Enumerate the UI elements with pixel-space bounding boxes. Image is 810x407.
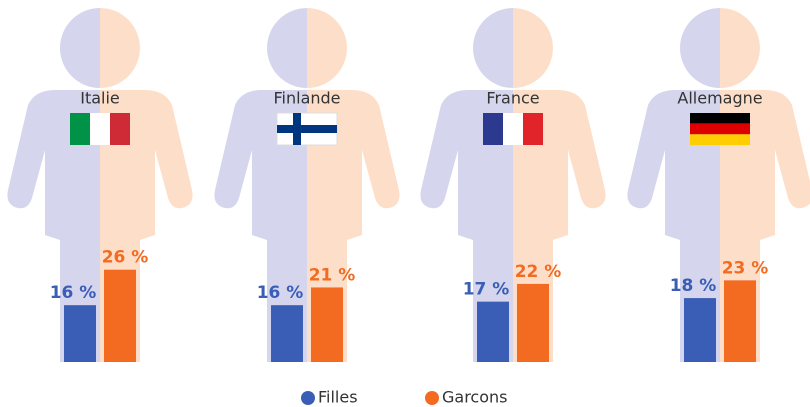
- bar: [64, 305, 96, 362]
- bar: [724, 280, 756, 362]
- flag-stripe: [690, 134, 750, 146]
- head: [60, 8, 100, 88]
- value-label: 16 %: [257, 283, 304, 303]
- figure-half: [214, 8, 307, 362]
- figure: France 17 %22 %: [420, 8, 606, 362]
- category-label: France: [486, 89, 539, 108]
- body: [627, 90, 720, 362]
- bar: [271, 305, 303, 362]
- flag-stripe: [503, 113, 523, 145]
- head: [680, 8, 720, 88]
- figure-half: [7, 8, 100, 362]
- head: [513, 8, 553, 88]
- value-label: 16 %: [50, 283, 97, 303]
- figure-half: [627, 8, 720, 362]
- bar: [684, 298, 716, 362]
- legend-swatch: [301, 391, 315, 405]
- head: [307, 8, 347, 88]
- head: [100, 8, 140, 88]
- category-label: Allemagne: [677, 89, 762, 108]
- head: [720, 8, 760, 88]
- legend-label: Garcons: [442, 388, 508, 407]
- body: [7, 90, 100, 362]
- body: [420, 90, 513, 362]
- bar: [517, 283, 549, 362]
- category-label: Finlande: [273, 89, 340, 108]
- bar: [311, 287, 343, 362]
- flag-stripe: [523, 113, 543, 145]
- bar: [477, 301, 509, 362]
- flag-stripe: [690, 123, 750, 135]
- head: [267, 8, 307, 88]
- flag-stripe: [690, 113, 750, 124]
- value-label: 18 %: [670, 276, 717, 296]
- value-label: 26 %: [102, 248, 149, 268]
- flag-stripe: [90, 113, 110, 145]
- flag-cross: [293, 113, 301, 145]
- head: [473, 8, 513, 88]
- value-label: 23 %: [722, 258, 769, 278]
- legend-label: Filles: [318, 388, 358, 407]
- figure: Allemagne 18 %23 %: [627, 8, 810, 362]
- legend-swatch: [425, 391, 439, 405]
- bar: [104, 269, 136, 362]
- value-label: 17 %: [463, 280, 510, 300]
- flag-stripe: [110, 113, 130, 145]
- body: [214, 90, 307, 362]
- figure: Finlande 16 %21 %: [214, 8, 400, 362]
- figure-half: [420, 8, 513, 362]
- value-label: 22 %: [515, 262, 562, 282]
- value-label: 21 %: [309, 265, 356, 285]
- flag-cross: [277, 125, 337, 133]
- flag-stripe: [70, 113, 90, 145]
- flag-stripe: [483, 113, 503, 145]
- figure: Italie 16 %26 %: [7, 8, 193, 362]
- category-label: Italie: [80, 89, 120, 108]
